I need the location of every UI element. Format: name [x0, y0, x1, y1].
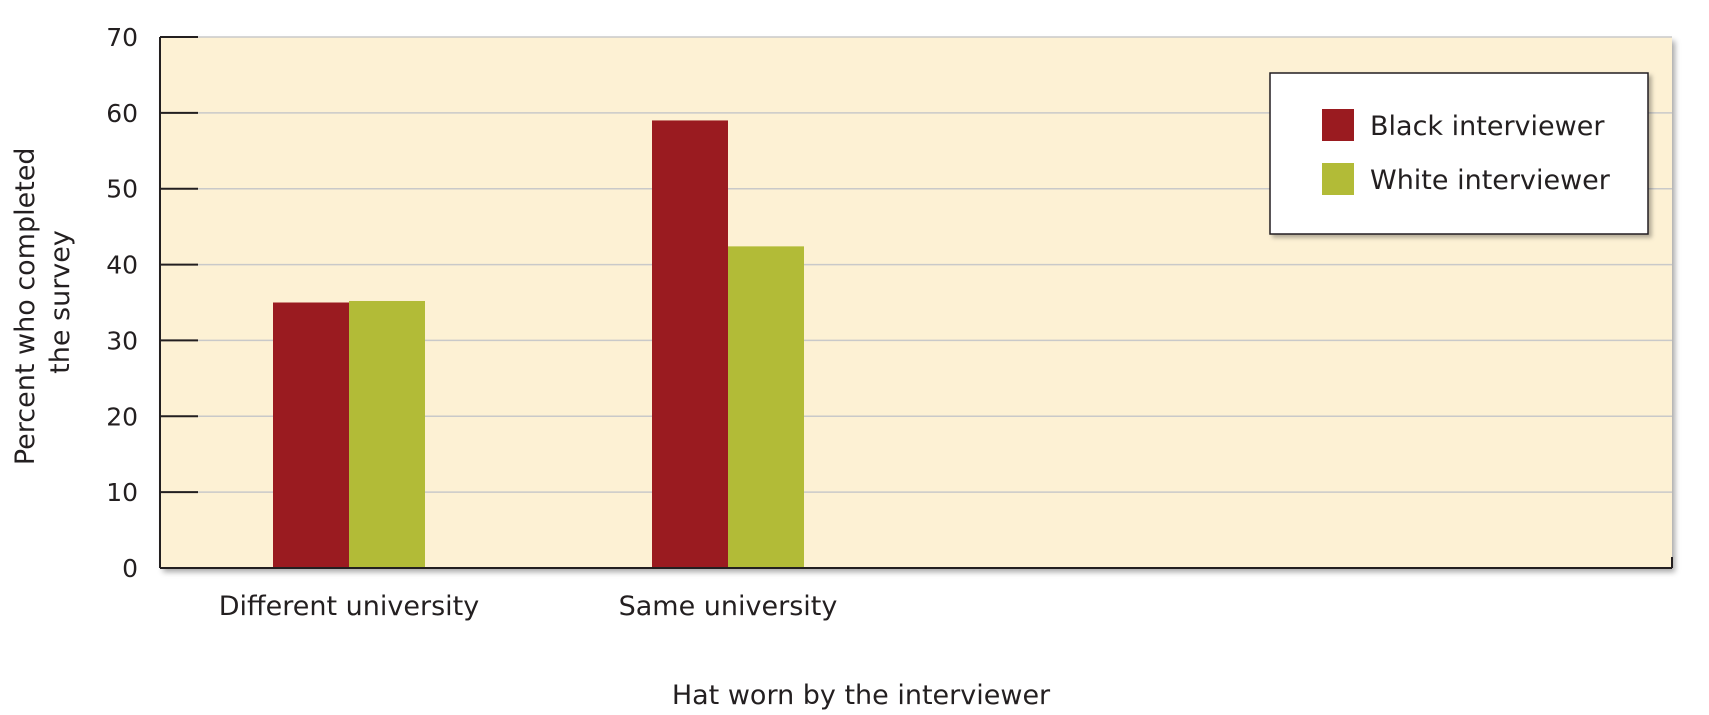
- y-axis-title-line-1: Percent who completed: [10, 147, 41, 465]
- y-axis-ticks: 0 10 20 30 40 50 60 70: [106, 23, 198, 583]
- y-axis-title: Percent who completed the survey: [10, 139, 76, 465]
- y-tick-label-10: 10: [106, 478, 138, 507]
- legend-box: [1269, 72, 1649, 235]
- legend-label-white-interviewer: White interviewer: [1370, 165, 1611, 196]
- y-tick-label-70: 70: [106, 23, 138, 52]
- bar-white-interviewer-same-university: [728, 246, 804, 568]
- legend-label-black-interviewer: Black interviewer: [1370, 111, 1605, 142]
- x-axis-title: Hat worn by the interviewer: [672, 680, 1051, 711]
- legend-swatch-black-interviewer: [1322, 109, 1354, 141]
- y-tick-label-20: 20: [106, 402, 138, 431]
- y-tick-label-0: 0: [122, 554, 138, 583]
- y-tick-label-50: 50: [106, 175, 138, 204]
- y-tick-label-60: 60: [106, 99, 138, 128]
- bar-white-interviewer-different-university: [349, 300, 425, 568]
- x-category-label-0: Different university: [219, 591, 479, 622]
- y-tick-label-40: 40: [106, 251, 138, 280]
- legend-swatch-white-interviewer: [1322, 163, 1354, 195]
- y-tick-label-30: 30: [106, 326, 138, 355]
- bar-black-interviewer-different-university: [273, 302, 349, 568]
- y-axis-title-line-2: the survey: [45, 230, 76, 374]
- legend: Black interviewer White interviewer: [1269, 72, 1649, 235]
- x-axis-labels: Different university Same university: [219, 591, 838, 622]
- legend-entries: Black interviewer White interviewer: [1322, 109, 1611, 196]
- bars: [273, 120, 804, 568]
- x-category-label-1: Same university: [619, 591, 838, 622]
- bar-black-interviewer-same-university: [652, 120, 728, 568]
